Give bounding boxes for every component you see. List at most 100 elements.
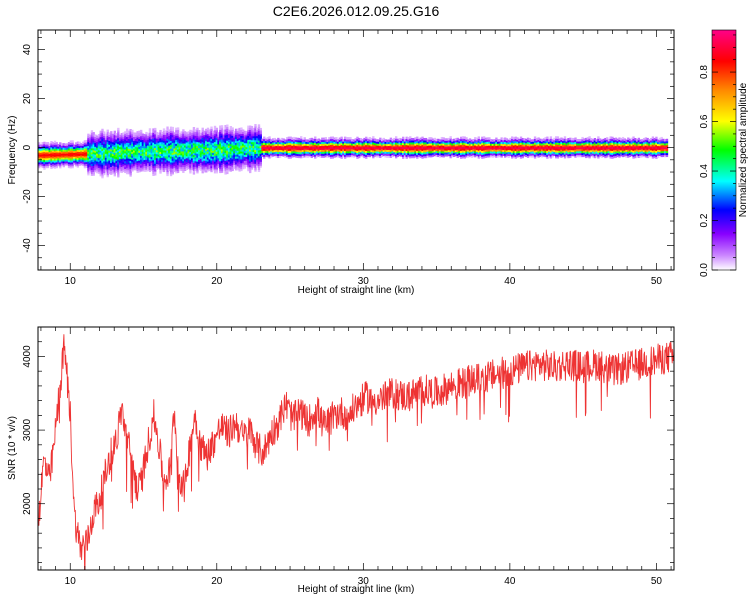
heatmap-cell xyxy=(210,161,213,165)
heatmap-cell xyxy=(533,148,537,151)
heatmap-cell xyxy=(229,165,233,168)
heatmap-cell xyxy=(136,142,139,146)
heatmap-cell xyxy=(141,166,145,170)
heatmap-cell xyxy=(540,148,544,152)
heatmap-cell xyxy=(467,147,470,150)
heatmap-cell xyxy=(512,154,516,158)
heatmap-cell xyxy=(43,167,46,170)
heatmap-cell xyxy=(55,153,58,157)
heatmap-cell xyxy=(162,128,166,131)
heatmap-cell xyxy=(196,168,199,172)
heatmap-cell xyxy=(131,145,134,149)
heatmap-cell xyxy=(256,137,259,141)
heatmap-cell xyxy=(206,137,210,141)
heatmap-cell xyxy=(234,152,238,155)
heatmap-cell xyxy=(241,131,245,134)
heatmap-cell xyxy=(169,126,173,130)
heatmap-cell xyxy=(264,138,268,142)
heatmap-cell xyxy=(201,155,204,158)
heatmap-cell xyxy=(377,141,380,144)
heatmap-cell xyxy=(387,139,391,143)
heatmap-cell xyxy=(569,147,572,151)
heatmap-cell xyxy=(189,143,192,147)
heatmap-cell xyxy=(358,149,361,153)
heatmap-cell xyxy=(431,146,435,149)
heatmap-cell xyxy=(549,148,553,151)
heatmap-cell xyxy=(111,157,115,160)
heatmap-cell xyxy=(164,132,167,135)
heatmap-cell xyxy=(87,133,90,137)
heatmap-cell xyxy=(247,139,250,142)
heatmap-cell xyxy=(254,141,257,145)
heatmap-cell xyxy=(139,139,143,143)
heatmap-cell xyxy=(641,139,644,142)
heatmap-cell xyxy=(196,157,199,160)
heatmap-cell xyxy=(555,153,558,157)
heatmap-cell xyxy=(190,132,194,135)
heatmap-cell xyxy=(625,149,628,152)
heatmap-cell xyxy=(113,130,116,134)
heatmap-cell xyxy=(166,169,169,173)
heatmap-cell xyxy=(625,147,628,150)
heatmap-cell xyxy=(474,142,477,146)
heatmap-cell xyxy=(430,150,433,154)
heatmap-cell xyxy=(166,157,169,161)
heatmap-cell xyxy=(642,145,646,149)
heatmap-cell xyxy=(547,151,551,154)
heatmap-cell xyxy=(208,158,211,162)
heatmap-cell xyxy=(59,157,62,161)
heatmap-cell xyxy=(219,154,222,158)
heatmap-cell xyxy=(53,146,57,150)
heatmap-cell xyxy=(648,139,651,142)
heatmap-cell xyxy=(103,147,106,150)
heatmap-cell xyxy=(556,138,560,141)
heatmap-cell xyxy=(127,156,131,159)
heatmap-cell xyxy=(103,137,106,140)
heatmap-cell xyxy=(143,163,146,166)
heatmap-cell xyxy=(185,145,189,149)
heatmap-cell xyxy=(129,170,132,173)
heatmap-cell xyxy=(208,137,211,140)
heatmap-cell xyxy=(185,134,189,137)
heatmap-cell xyxy=(139,149,143,152)
heatmap-cell xyxy=(326,141,329,144)
heatmap-cell xyxy=(164,136,167,139)
heatmap-cell xyxy=(530,151,533,154)
heatmap-cell xyxy=(588,136,591,139)
heatmap-cell xyxy=(161,165,164,168)
heatmap-cell xyxy=(190,151,194,155)
heatmap-cell xyxy=(449,155,452,159)
heatmap-cell xyxy=(263,138,266,142)
heatmap-cell xyxy=(252,159,255,162)
heatmap-cell xyxy=(205,152,208,155)
heatmap-cell xyxy=(479,149,482,152)
heatmap-cell xyxy=(229,143,233,147)
heatmap-cell xyxy=(206,147,210,150)
heatmap-cell xyxy=(419,139,422,143)
heatmap-cell xyxy=(275,151,278,154)
heatmap-cell xyxy=(219,141,222,144)
heatmap-cell xyxy=(147,139,150,142)
heatmap-cell xyxy=(581,154,584,158)
heatmap-cell xyxy=(134,165,138,169)
heatmap-cell xyxy=(92,143,95,147)
heatmap-cell xyxy=(138,163,141,167)
heatmap-cell xyxy=(52,161,55,165)
heatmap-cell xyxy=(103,153,106,156)
heatmap-cell xyxy=(387,147,391,150)
heatmap-cell xyxy=(386,147,389,151)
heatmap-cell xyxy=(145,161,148,164)
heatmap-cell xyxy=(110,166,113,169)
heatmap-cell xyxy=(124,166,127,170)
heatmap-cell xyxy=(240,127,243,130)
heatmap-cell xyxy=(331,156,335,159)
heatmap-cell xyxy=(106,174,109,178)
heatmap-cell xyxy=(352,153,356,156)
heatmap-cell xyxy=(303,141,306,144)
heatmap-cell xyxy=(618,143,621,146)
heatmap-cell xyxy=(495,155,498,158)
heatmap-cell xyxy=(431,154,435,157)
heatmap-cell xyxy=(447,151,451,155)
heatmap-cell xyxy=(203,134,206,138)
heatmap-cell xyxy=(653,145,656,149)
